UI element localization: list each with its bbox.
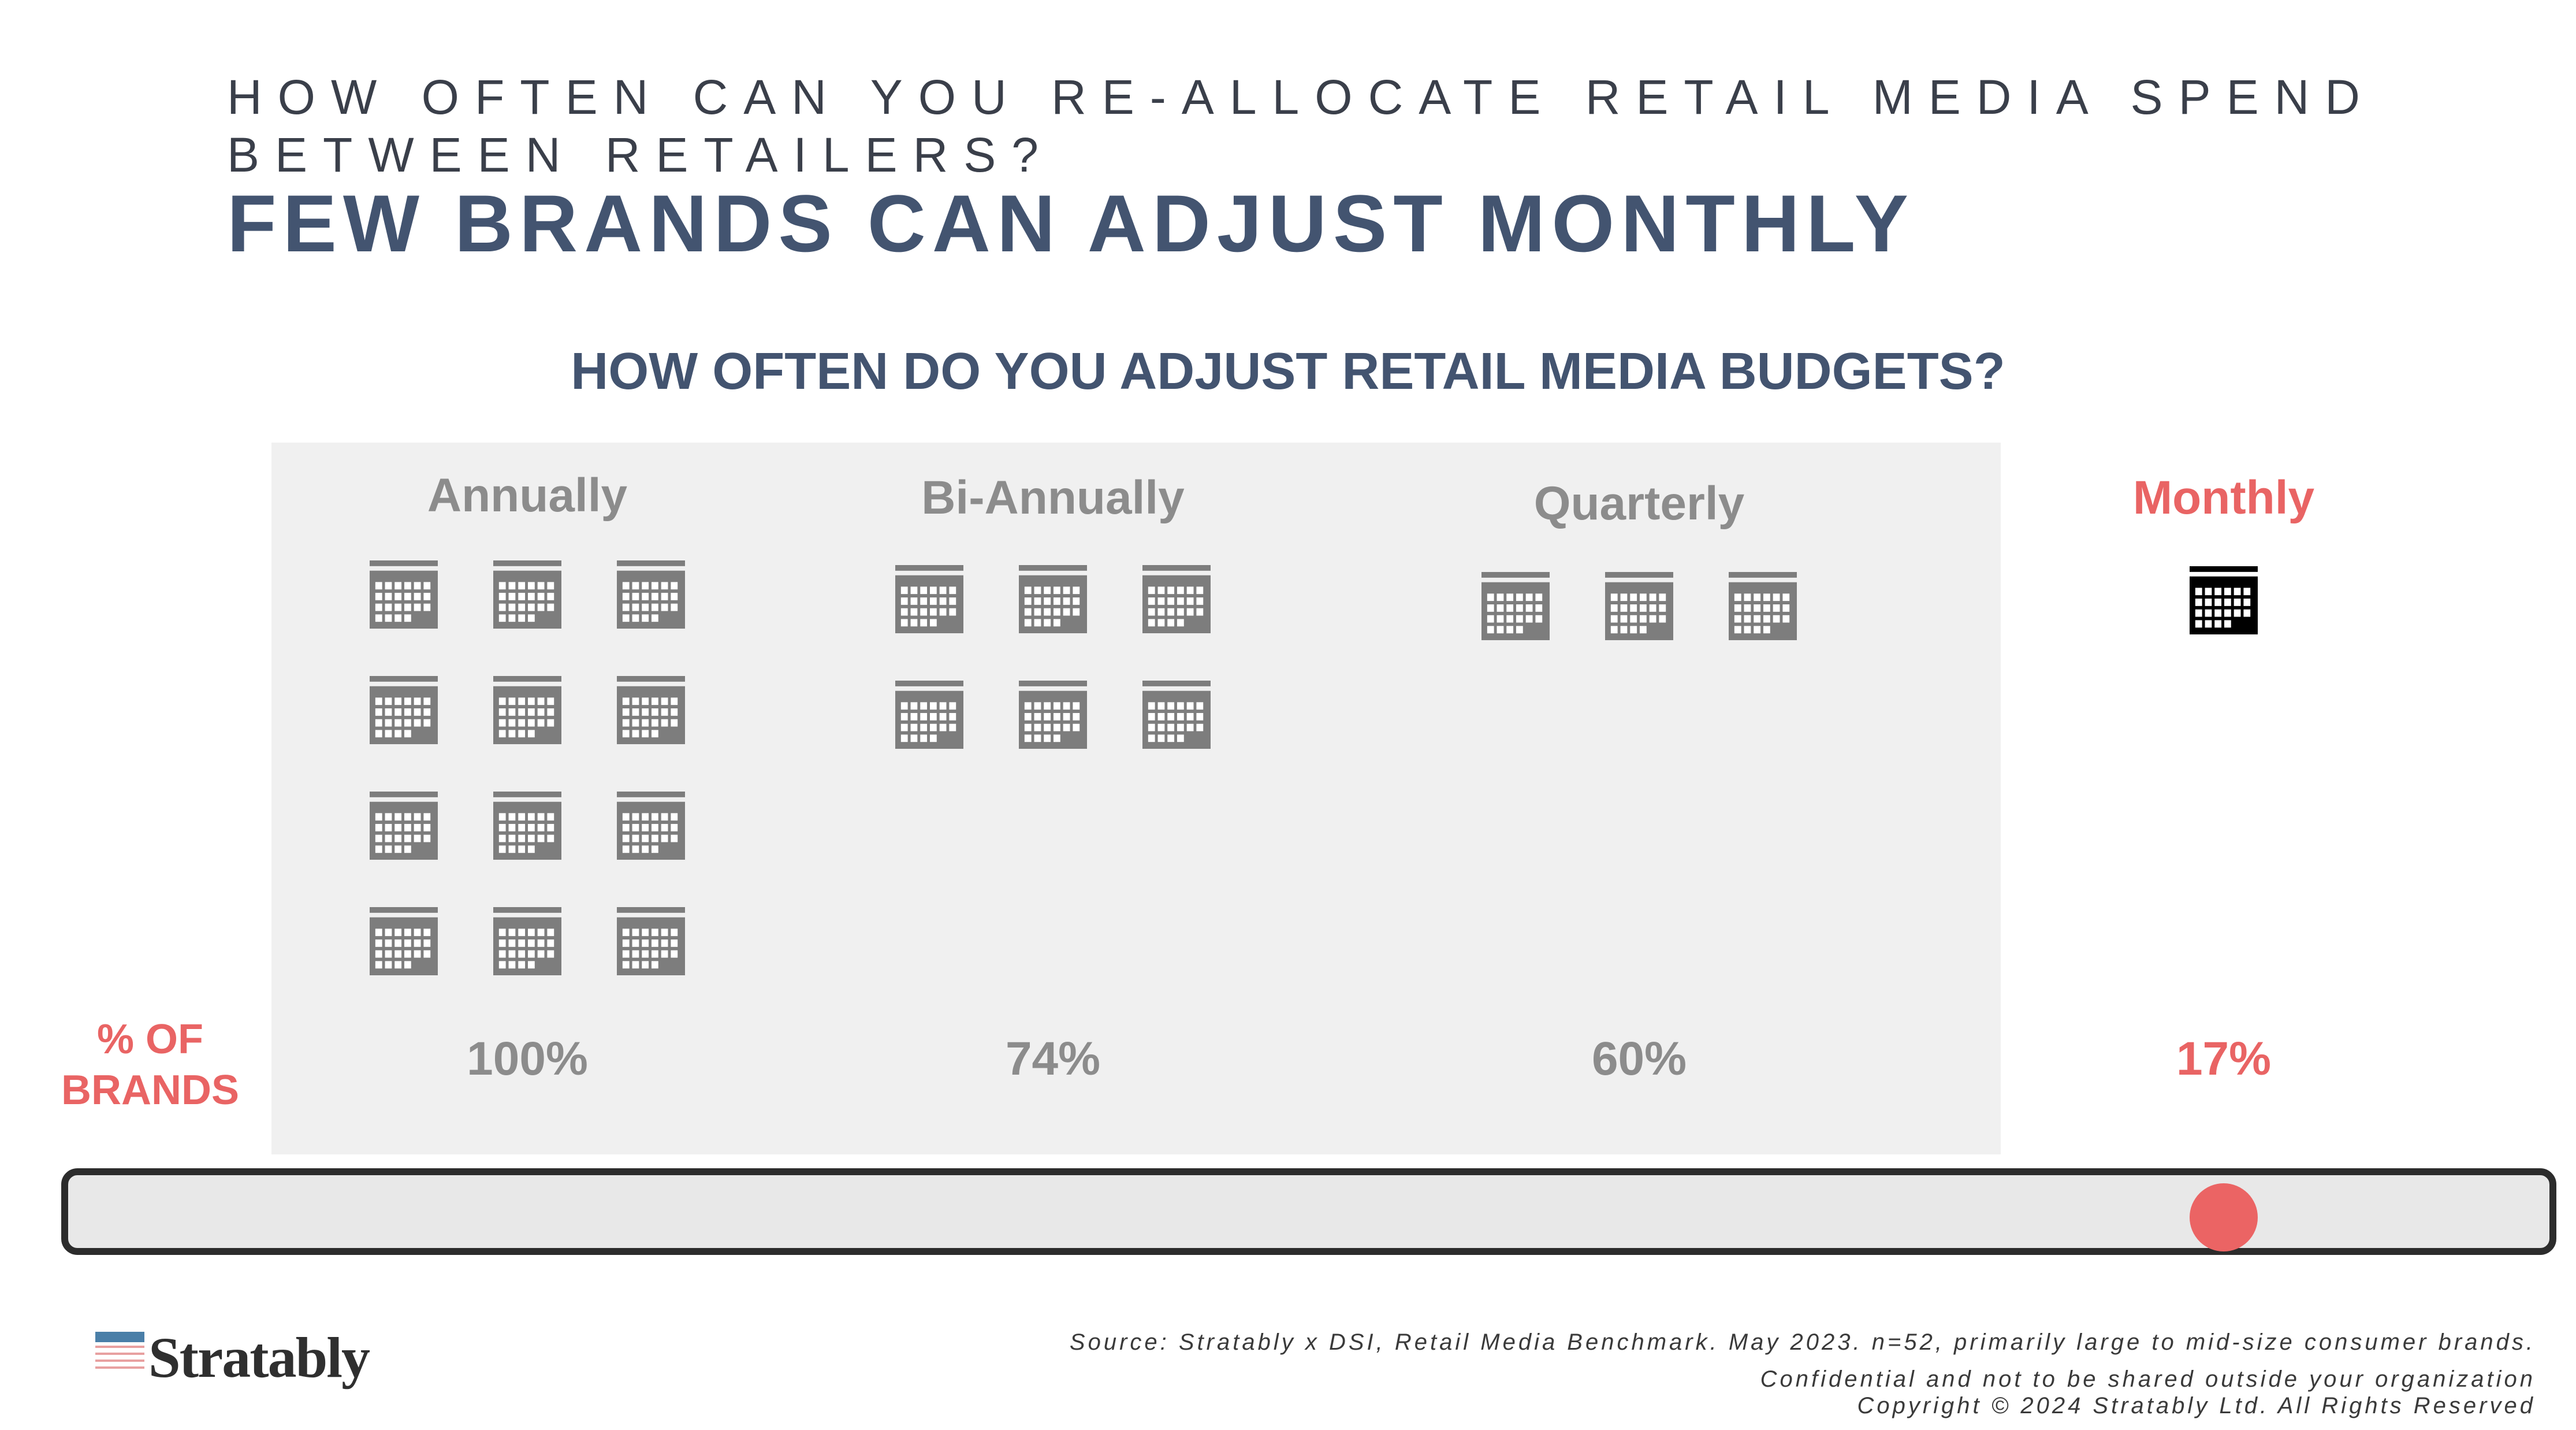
calendar-icon [1019, 681, 1087, 749]
calendar-icon [617, 676, 685, 744]
category-label-quarterly: Quarterly [1533, 477, 1745, 530]
frequency-slider-thumb[interactable] [2190, 1183, 2258, 1251]
category-label-annually: Annually [427, 469, 628, 522]
calendar-icon [493, 560, 561, 629]
slide-kicker: HOW OFTEN CAN YOU RE-ALLOCATE RETAIL MED… [227, 70, 2376, 182]
calendar-icon [617, 907, 685, 975]
value-label: 74% [1005, 1032, 1101, 1085]
calendar-icon [370, 792, 438, 860]
row-label: % OF BRANDS [61, 1016, 239, 1113]
calendar-icon [1142, 565, 1211, 633]
calendar-icon [1019, 565, 1087, 633]
calendar-icon [370, 907, 438, 975]
value-label: 100% [467, 1032, 588, 1085]
copyright-note: Copyright © 2024 Stratably Ltd. All Righ… [1857, 1393, 2536, 1418]
calendar-icon [617, 560, 685, 629]
calendar-icon [1729, 572, 1797, 640]
calendar-icon [895, 565, 963, 633]
value-label: 17% [2176, 1032, 2272, 1085]
confidential-note: Confidential and not to be shared outsid… [1760, 1366, 2536, 1392]
calendar-icon [1142, 681, 1211, 749]
calendar-icon [493, 907, 561, 975]
calendar-icon [617, 792, 685, 860]
logo-bars-icon [95, 1332, 144, 1369]
calendar-icon [370, 560, 438, 629]
calendar-icon [1481, 572, 1550, 640]
chart-title: HOW OFTEN DO YOU ADJUST RETAIL MEDIA BUD… [571, 343, 2005, 400]
category-label-bi-annually: Bi-Annually [921, 471, 1185, 524]
calendar-icon [493, 676, 561, 744]
value-label: 60% [1591, 1032, 1687, 1085]
calendar-icon [370, 676, 438, 744]
calendar-icon [493, 792, 561, 860]
calendar-icon [1605, 572, 1673, 640]
category-label-monthly: Monthly [2132, 471, 2315, 524]
logo-wordmark: Stratably [148, 1325, 370, 1390]
slide-headline: FEW BRANDS CAN ADJUST MONTHLY [227, 178, 1915, 269]
calendar-icon [895, 681, 963, 749]
frequency-slider-track[interactable] [61, 1168, 2556, 1255]
source-note: Source: Stratably x DSI, Retail Media Be… [1069, 1329, 2536, 1355]
calendar-icon [2190, 566, 2258, 634]
